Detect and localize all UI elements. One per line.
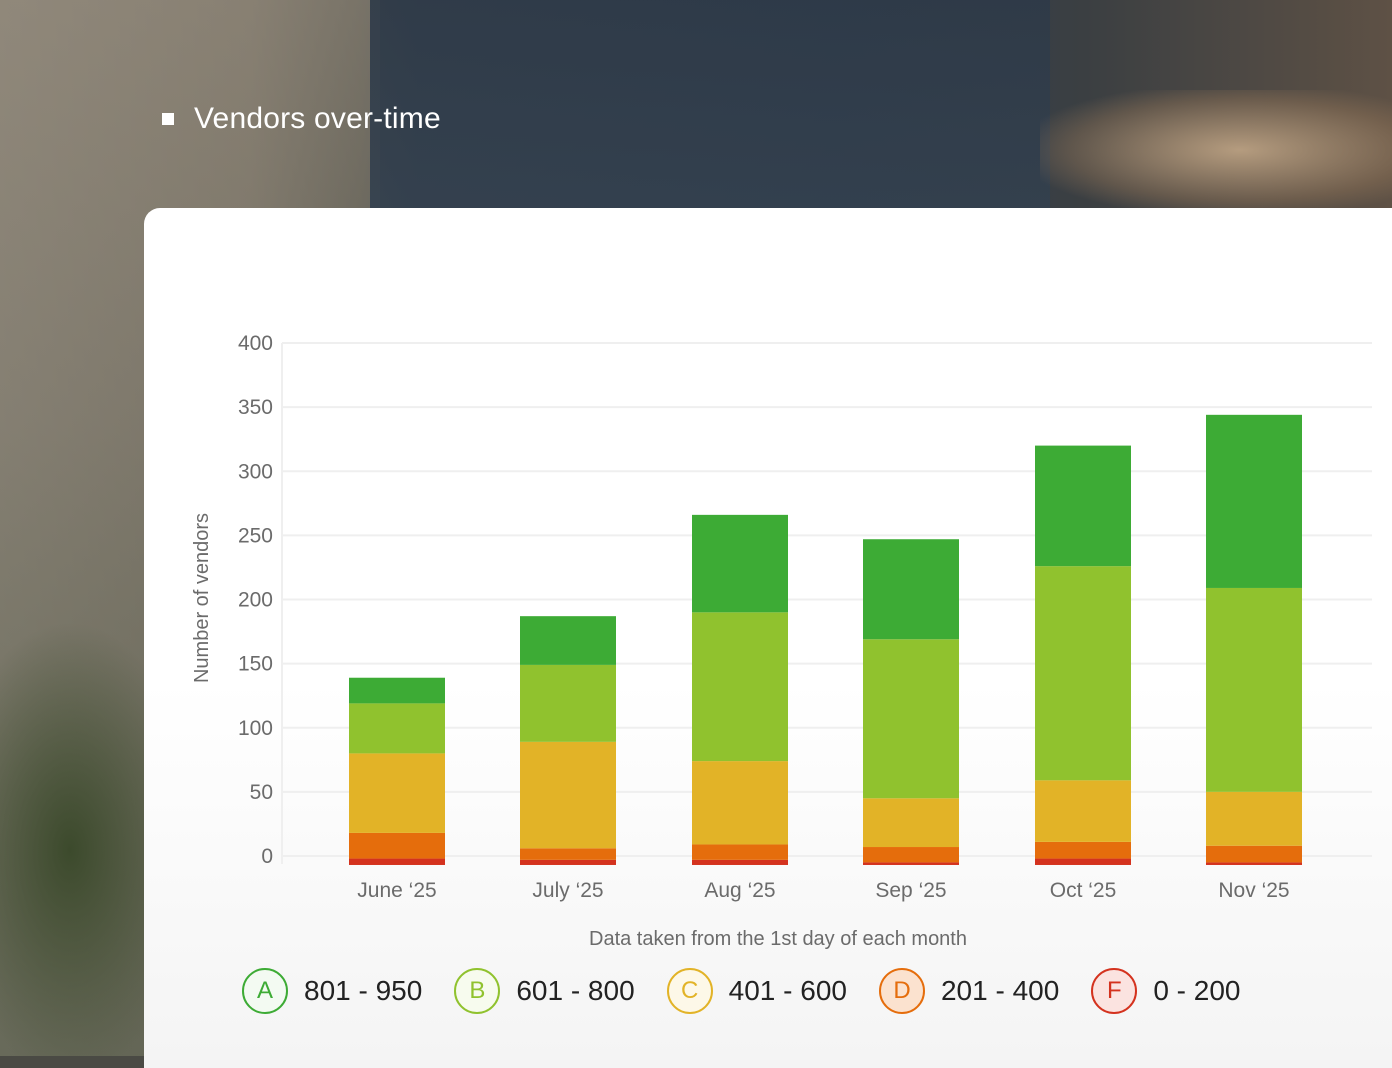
bar-segment-d[interactable]: [1035, 841, 1131, 859]
legend-item-b[interactable]: B 601 - 800: [454, 968, 635, 1014]
bar-segment-c[interactable]: [1035, 780, 1131, 842]
x-tick-label: Aug ‘25: [704, 879, 775, 902]
y-tick-label: 250: [238, 524, 273, 547]
bar-segment-b[interactable]: [863, 639, 959, 799]
legend-range-label: 601 - 800: [516, 975, 635, 1006]
bar-segment-a[interactable]: [349, 677, 445, 704]
y-tick-label: 0: [261, 845, 273, 868]
bar-segment-a[interactable]: [1035, 445, 1131, 567]
bar-segment-d[interactable]: [520, 848, 616, 860]
y-tick-label: 400: [238, 332, 273, 355]
y-axis-title: Number of vendors: [191, 513, 213, 683]
bar-segment-c[interactable]: [863, 798, 959, 848]
legend-range-label: 0 - 200: [1153, 975, 1241, 1006]
bar-segment-c[interactable]: [349, 753, 445, 833]
bar-segment-f[interactable]: [349, 858, 445, 865]
bar-segment-d[interactable]: [863, 847, 959, 863]
bar-segment-f[interactable]: [1035, 858, 1131, 865]
x-tick-label: Oct ‘25: [1050, 879, 1117, 902]
y-tick-label: 50: [250, 781, 273, 804]
bar-segment-d[interactable]: [1206, 845, 1302, 863]
grade-badge: B: [454, 968, 501, 1014]
bullet-square-icon: [162, 113, 174, 125]
legend-range-label: 201 - 400: [940, 975, 1060, 1006]
bar-segment-b[interactable]: [349, 703, 445, 754]
grade-badge: D: [878, 968, 925, 1014]
legend-range-label: 801 - 950: [304, 975, 423, 1006]
grade-badge: F: [1091, 968, 1138, 1014]
bar-segment-d[interactable]: [349, 832, 445, 859]
bar-segment-b[interactable]: [520, 664, 616, 742]
bar-segment-b[interactable]: [1035, 566, 1131, 781]
legend-range-label: 401 - 600: [728, 975, 847, 1006]
legend-item-d[interactable]: D 201 - 400: [878, 968, 1060, 1014]
bar-segment-a[interactable]: [1206, 414, 1302, 588]
legend-item-a[interactable]: A 801 - 950: [242, 968, 422, 1014]
x-tick-label: July ‘25: [532, 879, 603, 902]
bar-segment-a[interactable]: [692, 514, 788, 613]
grade-badge: A: [242, 968, 288, 1014]
x-axis-ticks: June ‘25 July ‘25 Aug ‘25 Sep ‘25 Oct ‘25 Nov…: [357, 879, 1289, 902]
legend-item-f[interactable]: F 0 - 200: [1091, 968, 1240, 1014]
grade-legend: A 801 - 950 B 601 - 800 C 401 - 600 D 201 - 400…: [242, 968, 1272, 1014]
bar-segment-f[interactable]: [692, 859, 788, 865]
grade-badge: C: [666, 968, 713, 1014]
bar-segment-c[interactable]: [1206, 791, 1302, 846]
legend-item-c[interactable]: C 401 - 600: [666, 968, 847, 1014]
x-tick-label: Sep ‘25: [875, 879, 946, 902]
y-tick-label: 200: [238, 589, 273, 612]
bar-segment-c[interactable]: [520, 741, 616, 849]
bar-segment-b[interactable]: [692, 612, 788, 762]
bar-segment-a[interactable]: [863, 539, 959, 640]
bars: [349, 414, 1302, 865]
section-heading: Vendors over-time: [162, 102, 441, 136]
y-tick-label: 100: [238, 717, 273, 740]
x-axis-title: Data taken from the 1st day of each mont…: [589, 928, 967, 950]
section-title: Vendors over-time: [194, 102, 441, 135]
y-tick-label: 350: [238, 396, 273, 419]
bar-segment-f[interactable]: [863, 862, 959, 865]
bar-segment-d[interactable]: [692, 844, 788, 860]
bar-segment-b[interactable]: [1206, 587, 1302, 792]
bar-segment-c[interactable]: [692, 761, 788, 845]
x-tick-label: June ‘25: [357, 879, 436, 902]
y-tick-label: 150: [238, 653, 273, 676]
y-axis-ticks: 0 50 100 150 200 250 300 350 400: [238, 332, 273, 868]
grid-lines: [281, 342, 1372, 864]
bar-segment-a[interactable]: [520, 616, 616, 665]
bar-segment-f[interactable]: [1206, 862, 1302, 865]
x-tick-label: Nov ‘25: [1218, 879, 1289, 902]
bar-segment-f[interactable]: [520, 859, 616, 865]
y-tick-label: 300: [238, 460, 273, 483]
